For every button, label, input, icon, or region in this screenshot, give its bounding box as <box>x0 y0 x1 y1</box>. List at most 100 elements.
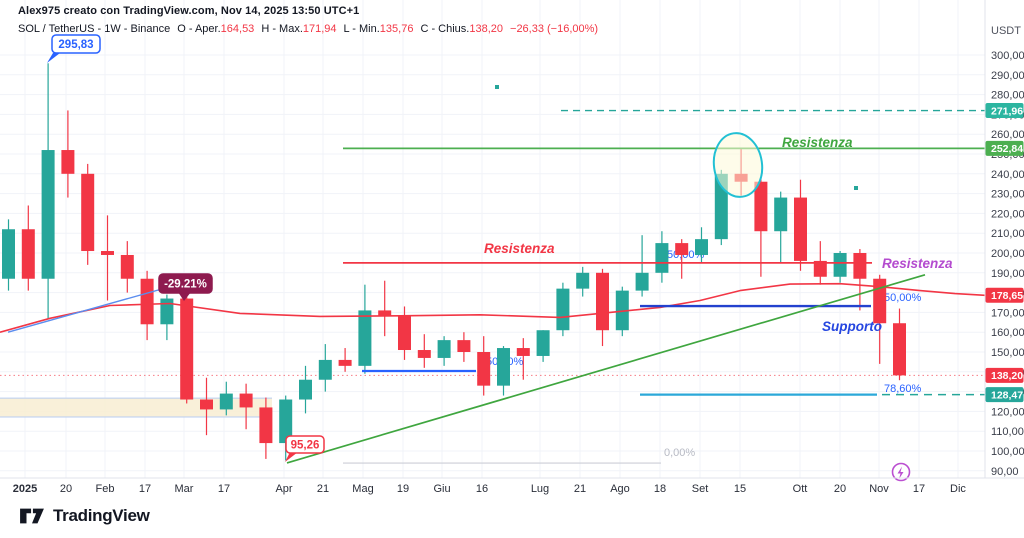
price-tick-label: 100,00 <box>991 446 1024 458</box>
ohlc-item-0: O - Aper.164,53 <box>177 23 255 35</box>
candle-body <box>378 310 392 317</box>
tradingview-logo-text: TradingView <box>53 506 150 525</box>
candle-body <box>596 272 609 331</box>
fib-level-label: 50,00% <box>884 292 922 304</box>
price-chip-label: 128,47 <box>991 389 1023 401</box>
candle-body <box>81 173 95 252</box>
time-tick-label: 17 <box>218 483 230 495</box>
time-tick-label: Lug <box>531 483 549 495</box>
time-tick-label: 15 <box>734 483 746 495</box>
candle-body <box>893 323 906 376</box>
callout-high[interactable] <box>51 34 101 54</box>
candle-body <box>299 379 312 400</box>
time-tick-label: Mar <box>175 483 194 495</box>
time-tick-label: 21 <box>317 483 329 495</box>
candle-body <box>180 298 194 400</box>
candle-body <box>833 253 847 277</box>
change-value: −26,33 (−16,00%) <box>510 23 599 35</box>
ohlc-readout: O - Aper.164,53 H - Max.171,94 L - Min.135… <box>177 23 510 35</box>
price-tick-label: 160,00 <box>991 327 1024 339</box>
price-tick-label: 260,00 <box>991 129 1024 141</box>
callout-low-text: 95,26 <box>291 440 320 452</box>
time-tick-label: 20 <box>60 483 72 495</box>
drawing-anchor-dot <box>854 186 858 190</box>
price-chip <box>985 367 1024 383</box>
candle-body <box>318 359 332 380</box>
price-tick-label: 240,00 <box>991 169 1024 181</box>
callout-high-text: 295,83 <box>58 39 93 51</box>
price-tick-label: 190,00 <box>991 268 1024 280</box>
moving-average-line <box>0 282 986 333</box>
candle-body <box>259 407 273 444</box>
time-tick-label: Ott <box>793 483 808 495</box>
symbol-bar: SOL / TetherUS - 1W - Binance O - Aper.16… <box>18 23 598 35</box>
time-tick-label: Giu <box>433 483 450 495</box>
price-tick-label: 230,00 <box>991 189 1024 201</box>
callout-drop-percent-tail <box>178 292 191 301</box>
candle-body <box>338 359 352 366</box>
time-tick-label: Set <box>692 483 709 495</box>
ohlc-item-3: C - Chius.138,20 <box>420 23 504 35</box>
candle-body <box>556 288 570 331</box>
price-tick-label: 90,00 <box>991 466 1019 478</box>
time-tick-label: 18 <box>654 483 666 495</box>
time-tick-label: Feb <box>96 483 115 495</box>
price-chip-label: 138,20 <box>991 370 1023 382</box>
time-tick-label: Dic <box>950 483 966 495</box>
time-tick-label: Ago <box>610 483 630 495</box>
price-chip-label: 271,96 <box>991 105 1023 117</box>
tradingview-logo[interactable]: TradingView <box>18 505 150 527</box>
price-tick-label: 220,00 <box>991 208 1024 220</box>
measure-line-blue[interactable] <box>7 282 184 333</box>
candle-body <box>101 251 114 255</box>
candle-body <box>695 239 708 255</box>
symbol-title[interactable]: SOL / TetherUS - 1W - Binance <box>18 23 171 35</box>
lightning-icon-bolt <box>897 466 904 479</box>
label-supporto-blue[interactable]: Supporto <box>822 319 882 334</box>
candle-body <box>437 340 451 358</box>
price-axis-currency-label: USDT <box>991 25 1021 37</box>
callout-high-tail <box>47 53 60 63</box>
candle-body <box>655 243 669 273</box>
candle-body <box>21 229 35 279</box>
candle-body <box>675 243 689 255</box>
candle-body <box>417 350 431 358</box>
candle-body <box>120 254 134 279</box>
callout-low-tail <box>285 452 298 462</box>
drawing-anchor-dot <box>495 85 499 89</box>
candle-body <box>279 399 293 444</box>
candle-body <box>457 340 471 352</box>
price-tick-label: 120,00 <box>991 406 1024 418</box>
price-tick-label: 200,00 <box>991 248 1024 260</box>
callout-drop-percent[interactable] <box>158 273 213 294</box>
time-tick-label: 16 <box>476 483 488 495</box>
price-tick-label: 110,00 <box>991 426 1024 438</box>
candle-body <box>516 348 530 356</box>
price-chip <box>985 287 1024 303</box>
fib-level-label: 78,60% <box>884 383 922 395</box>
candle-body <box>200 399 213 410</box>
label-resistenza-purple[interactable]: Resistenza <box>882 256 953 271</box>
candle-body <box>160 298 174 325</box>
candle-body <box>398 316 411 351</box>
price-chip-label: 252,84 <box>991 143 1023 155</box>
ellipse-drawing[interactable] <box>710 130 766 200</box>
callout-low[interactable] <box>285 435 325 454</box>
time-tick-label: Apr <box>275 483 292 495</box>
time-tick-label: 20 <box>834 483 846 495</box>
candle-body <box>754 181 768 232</box>
candle-body <box>794 197 807 261</box>
time-tick-label: 17 <box>913 483 925 495</box>
ohlc-item-1: H - Max.171,94 <box>261 23 337 35</box>
label-resistenza-red[interactable]: Resistenza <box>484 241 555 256</box>
time-tick-label: 21 <box>574 483 586 495</box>
fib-level-label: 0,00% <box>664 447 695 459</box>
tradingview-logo-icon <box>20 508 44 524</box>
candle-body <box>813 260 827 277</box>
price-chip <box>985 140 1024 156</box>
price-chip-label: 178,65 <box>991 290 1023 302</box>
price-tick-label: 290,00 <box>991 70 1024 82</box>
label-resistenza-green[interactable]: Resistenza <box>782 135 853 150</box>
time-tick-label: Nov <box>869 483 889 495</box>
ascending-trendline-green[interactable] <box>286 273 926 464</box>
